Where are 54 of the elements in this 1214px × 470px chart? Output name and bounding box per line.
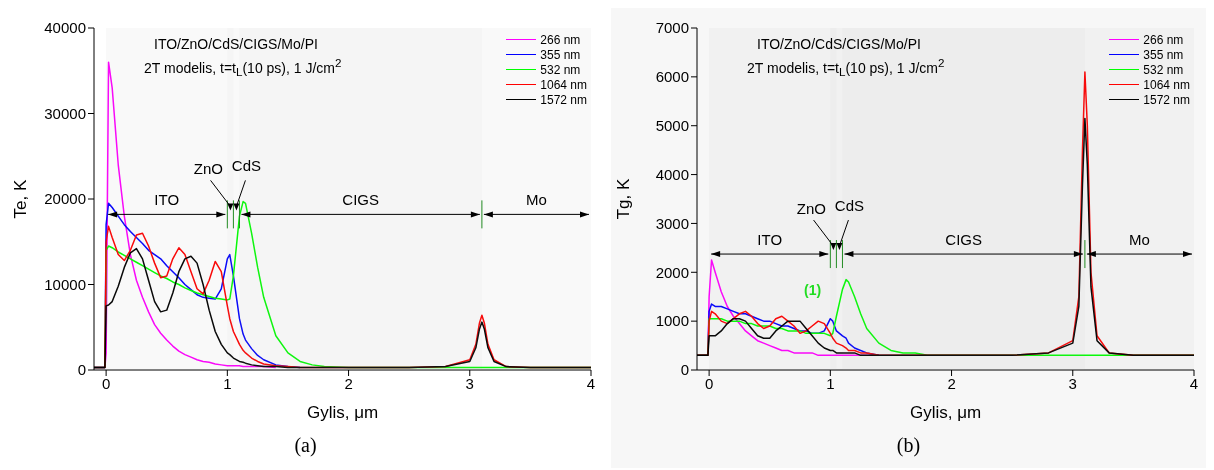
x-tick-label: 1 [223,374,232,392]
x-tick-label: 3 [465,374,474,392]
band-label: CdS [231,157,262,175]
band-label: ITO [154,191,180,209]
y-tick-label: 40000 [44,19,86,37]
y-tick-label: 20000 [44,190,86,208]
text: (b) [895,434,922,457]
x-tick-label: 0 [704,374,714,392]
legend-label: 1064 nm [540,77,587,92]
legend-label: 266 nm [1143,32,1184,47]
annotation: (1) [804,281,822,298]
band-label: Mo [526,191,547,209]
x-axis-title: Gylis, μm [306,403,379,422]
legend-label: 532 nm [540,62,581,77]
band-label: ZnO [193,160,223,178]
legend-label: 355 nm [1143,47,1184,62]
text: (a) [293,434,318,457]
band-label: CIGS [945,231,983,249]
x-tick-label: 2 [344,374,353,392]
x-tick-label: 0 [101,374,111,392]
legend-label: 532 nm [1143,62,1184,77]
annotation: 2T modelis, t=t$_{L}$(10 ps), 1 J/cm$^{2}$ [144,56,342,79]
legend-label: 355 nm [540,47,581,62]
y-tick-label: 0 [680,361,689,379]
annotation: 2T modelis, t=t$_{L}$(10 ps), 1 J/cm$^{2}$ [747,56,945,79]
band-label: ZnO [796,200,826,218]
y-tick-label: 6000 [655,68,689,86]
x-tick-label: 3 [1068,374,1077,392]
annotation: ITO/ZnO/CdS/CIGS/Mo/PI [757,36,921,52]
y-tick-label: 30000 [44,104,86,122]
legend-label: 1572 nm [1143,92,1190,107]
x-axis-title: Gylis, μm [909,403,982,422]
x-tick-label: 2 [947,374,956,392]
legend-label: 1572 nm [540,92,587,107]
band-label: CIGS [342,191,380,209]
annotation: ITO/ZnO/CdS/CIGS/Mo/PI [154,36,318,52]
y-tick-label: 4000 [655,165,689,183]
x-tick-label: 4 [1189,374,1199,392]
legend-label: 266 nm [540,32,581,47]
x-tick-label: 1 [826,374,835,392]
y-tick-label: 2000 [655,263,689,281]
y-tick-label: 0 [77,361,86,379]
x-tick-label: 4 [586,374,596,392]
y-tick-label: 3000 [655,214,689,232]
y-tick-label: 7000 [655,19,689,37]
band-label: CdS [834,197,865,215]
band-label: Mo [1129,231,1150,249]
y-axis-title: Tg, K [614,178,634,220]
y-tick-label: 10000 [44,275,86,293]
y-tick-label: 1000 [655,312,689,330]
y-axis-title: Te, K [11,178,31,219]
band-label: ITO [757,231,783,249]
legend-label: 1064 nm [1143,77,1190,92]
y-tick-label: 5000 [655,117,689,135]
